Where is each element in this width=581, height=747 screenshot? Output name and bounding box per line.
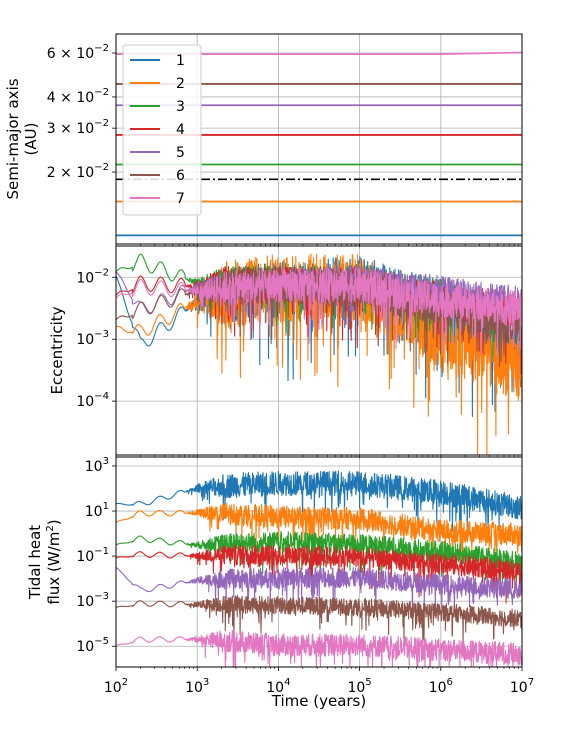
legend-label-4: 4 [176,122,185,138]
legend-box [122,44,202,216]
eccentricity-lines [116,253,522,455]
legend-label-5: 5 [176,145,185,161]
y-tick-label-exponent: −2 [94,118,109,129]
x-tick-label-exponent: 3 [203,677,209,688]
y-axis-label-exponent: 2 [45,525,56,531]
y-tick-label-exponent: −3 [94,329,109,340]
y-tick-label-exponent: 3 [103,456,109,467]
x-tick-label-exponent: 5 [365,677,371,688]
legend: 1 2 3 4 5 6 7 [122,44,202,216]
x-tick-label-exponent: 6 [447,677,453,688]
y-tick-label-exponent: −1 [94,546,109,557]
x-tick-label-mantissa: 10 [429,680,447,696]
y-tick-label-mantissa: 10 [76,639,94,655]
x-tick-label-mantissa: 10 [104,680,122,696]
y-axis-label: Tidal heatflux (W/m2) [26,519,63,604]
y-tick-label: 10−3 [76,329,109,348]
y-tick-label: 10−4 [76,391,109,410]
eccentricity-frame [115,245,523,456]
x-tick-label-exponent: 7 [528,677,534,688]
y-axis-label-line: flux (W/m [45,532,63,605]
y-tick-label-exponent: −2 [94,87,109,98]
series-line-7 [116,51,523,55]
x-tick-label-mantissa: 10 [510,680,528,696]
y-tick-label: 6 × 10−2 [47,43,109,62]
y-tick-label-exponent: −2 [94,43,109,54]
y-tick-label: 2 × 10−2 [47,162,109,181]
y-tick-label-mantissa: 10 [76,270,94,286]
y-tick-label-mantissa: 3 × 10 [47,121,94,137]
y-tick-label: 101 [85,501,109,520]
semi-major-axis-frame [115,33,523,245]
y-tick-label-mantissa: 2 × 10 [47,165,94,181]
y-axis-label-line: Semi-major axis [4,78,22,199]
x-tick-label-mantissa: 10 [266,680,284,696]
series-line-6 [116,595,522,643]
y-tick-label-mantissa: 10 [76,394,94,410]
x-tick-label: 106 [429,677,453,696]
x-axis-label: Time (years) [271,692,366,710]
legend-label-3: 3 [176,99,185,115]
flux-lines [116,470,522,667]
y-tick-label-mantissa: 4 × 10 [47,90,94,106]
series-line-1 [116,470,522,541]
y-tick-label-mantissa: 10 [85,459,103,475]
y-axis-label-line: ) [45,519,63,525]
series-line-7 [116,267,522,356]
y-tick-label-exponent: −2 [94,162,109,173]
x-tick-label: 102 [104,677,128,696]
y-tick-label-mantissa: 10 [76,549,94,565]
y-axis-label: Semi-major axis(AU) [4,78,40,199]
y-tick-label: 10−3 [76,591,109,610]
semi-major-axis-lines [116,51,523,237]
y-axis-label: Eccentricity [48,306,66,394]
y-tick-label-mantissa: 6 × 10 [47,46,94,62]
series-line-4 [116,544,522,604]
legend-label-2: 2 [176,76,185,92]
flux-frame [115,456,523,668]
y-tick-label: 3 × 10−2 [47,118,109,137]
series-line-3 [116,531,522,590]
y-axis-label-line: Tidal heat [26,525,44,600]
y-tick-label: 10−1 [76,546,109,565]
y-axis-label-line: (AU) [22,123,40,156]
x-tick-label: 105 [347,677,371,696]
x-tick-label: 107 [510,677,534,696]
y-tick-label-exponent: −4 [94,391,109,402]
y-tick-label: 4 × 10−2 [47,87,109,106]
y-tick-label-exponent: −2 [94,267,109,278]
legend-label-6: 6 [176,168,185,184]
y-tick-label-exponent: −3 [94,591,109,602]
y-tick-label: 103 [85,456,109,475]
x-tick-label: 104 [266,677,290,696]
y-tick-label-mantissa: 10 [76,332,94,348]
y-tick-label-mantissa: 10 [76,594,94,610]
x-tick-label: 103 [185,677,209,696]
x-tick-label-exponent: 2 [122,677,128,688]
x-tick-label-exponent: 4 [284,677,290,688]
y-tick-label-exponent: −5 [94,636,109,647]
legend-label-7: 7 [176,191,185,207]
x-tick-label-mantissa: 10 [185,680,203,696]
series-line-7 [116,629,522,667]
y-tick-label-mantissa: 10 [85,504,103,520]
legend-label-1: 1 [176,53,185,69]
x-tick-label-mantissa: 10 [347,680,365,696]
y-tick-label: 10−2 [76,267,109,286]
y-tick-label-exponent: 1 [103,501,109,512]
y-tick-label: 10−5 [76,636,109,655]
series-line-2 [116,503,522,567]
